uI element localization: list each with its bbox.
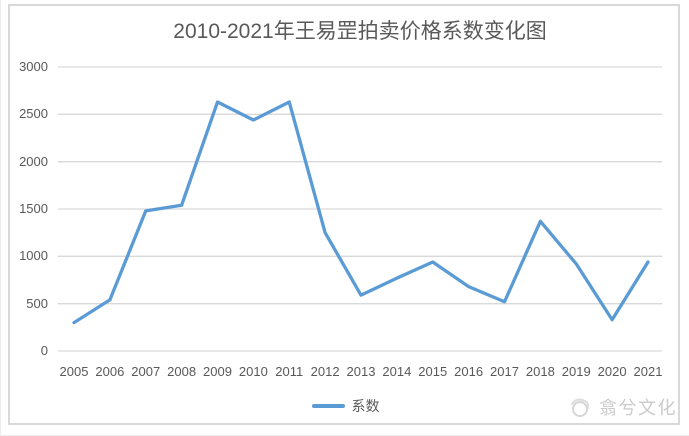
x-axis-tick-label: 2005: [59, 364, 89, 379]
x-axis-tick-label: 2019: [561, 364, 591, 379]
y-axis-tick-label: 1000: [19, 248, 48, 264]
y-axis-tick-label: 2000: [19, 153, 48, 169]
y-axis-tick-label: 500: [26, 295, 48, 311]
chart-frame: [8, 4, 680, 425]
legend-line-swatch: [311, 404, 345, 408]
y-axis-tick-label: 1500: [19, 201, 48, 216]
legend-label: 系数: [351, 398, 380, 414]
x-axis-tick-label: 2018: [525, 364, 555, 379]
x-axis-tick-label: 2016: [454, 364, 484, 379]
x-axis-tick-label: 2006: [95, 364, 125, 379]
x-axis-tick-label: 2009: [203, 364, 232, 379]
watermark: 翕兮文化: [568, 394, 677, 420]
legend: 系数: [1, 396, 689, 416]
x-axis-tick-label: 2007: [131, 364, 161, 379]
x-axis-tick-label: 2011: [275, 364, 304, 379]
x-axis-tick-label: 2014: [382, 364, 412, 379]
x-axis-tick-label: 2015: [418, 364, 448, 379]
watermark-text: 翕兮文化: [599, 398, 677, 418]
series-line: [72, 100, 650, 325]
chart-title: 2010-2021年王易罡拍卖价格系数变化图: [173, 20, 547, 43]
y-axis-tick-label: 3000: [19, 59, 48, 74]
x-axis-tick-label: 2017: [490, 364, 519, 379]
y-axis-tick-label: 0: [40, 343, 48, 358]
publisher-logo-icon: [571, 398, 590, 417]
x-axis-tick-label: 2008: [167, 364, 197, 379]
x-axis-tick-label: 2021: [633, 364, 663, 379]
x-axis-tick-label: 2013: [346, 364, 376, 379]
x-axis-tick-label: 2010: [238, 364, 268, 379]
x-axis-tick-label: 2020: [597, 364, 627, 379]
y-axis-tick-label: 2500: [19, 106, 48, 122]
x-axis-tick-label: 2012: [310, 364, 340, 379]
